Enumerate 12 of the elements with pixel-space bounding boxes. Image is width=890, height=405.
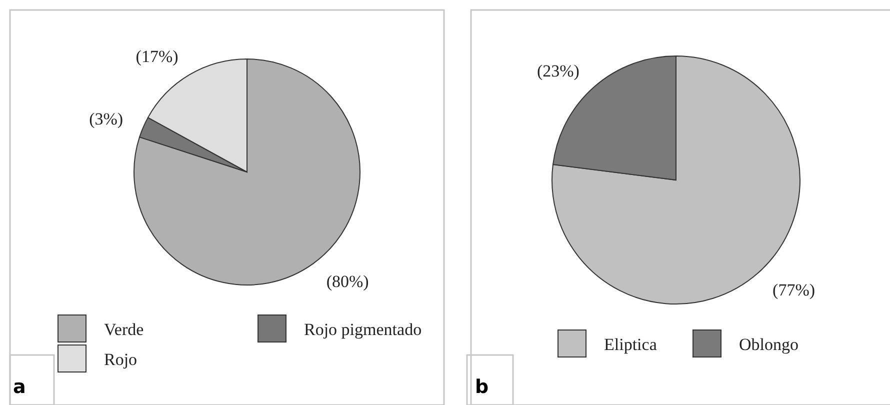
data-label: (77%) — [772, 280, 816, 300]
text: a — [13, 376, 26, 398]
legend-label: Eliptica — [604, 335, 658, 354]
legend-label: Rojo — [104, 350, 138, 369]
data-label: (80%) — [326, 272, 369, 292]
text: b — [475, 376, 489, 398]
data-label: (3%) — [89, 109, 124, 128]
data-label: (23%) — [536, 61, 580, 80]
data-label: (17%) — [136, 46, 178, 66]
legend-label: Oblongo — [739, 335, 798, 354]
legend-label: Rojo pigmentado — [304, 320, 422, 339]
legend-label: Verde — [104, 320, 144, 339]
